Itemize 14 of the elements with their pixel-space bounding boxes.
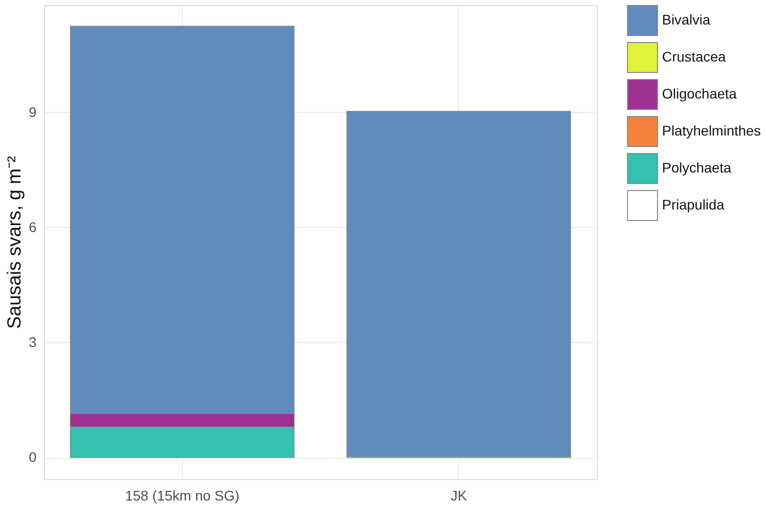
y-axis-title: Sausais svars, g m⁻² [4, 156, 26, 329]
legend-label: Bivalvia [662, 12, 710, 28]
legend-label: Priapulida [662, 196, 724, 212]
legend-label: Platyhelminthes [662, 122, 761, 138]
x-tick-label: JK [450, 488, 468, 504]
x-tick-label: 158 (15km no SG) [125, 488, 240, 504]
legend-label: Crustacea [662, 48, 726, 64]
y-tick-label: 6 [28, 218, 37, 235]
y-tick-label: 9 [28, 104, 37, 120]
legend-label: Oligochaeta [662, 86, 737, 102]
y-tick-label: 0 [28, 449, 37, 466]
legend-label: Polychaeta [662, 160, 732, 176]
bar [346, 110, 572, 457]
y-tick-label: 3 [28, 334, 37, 350]
